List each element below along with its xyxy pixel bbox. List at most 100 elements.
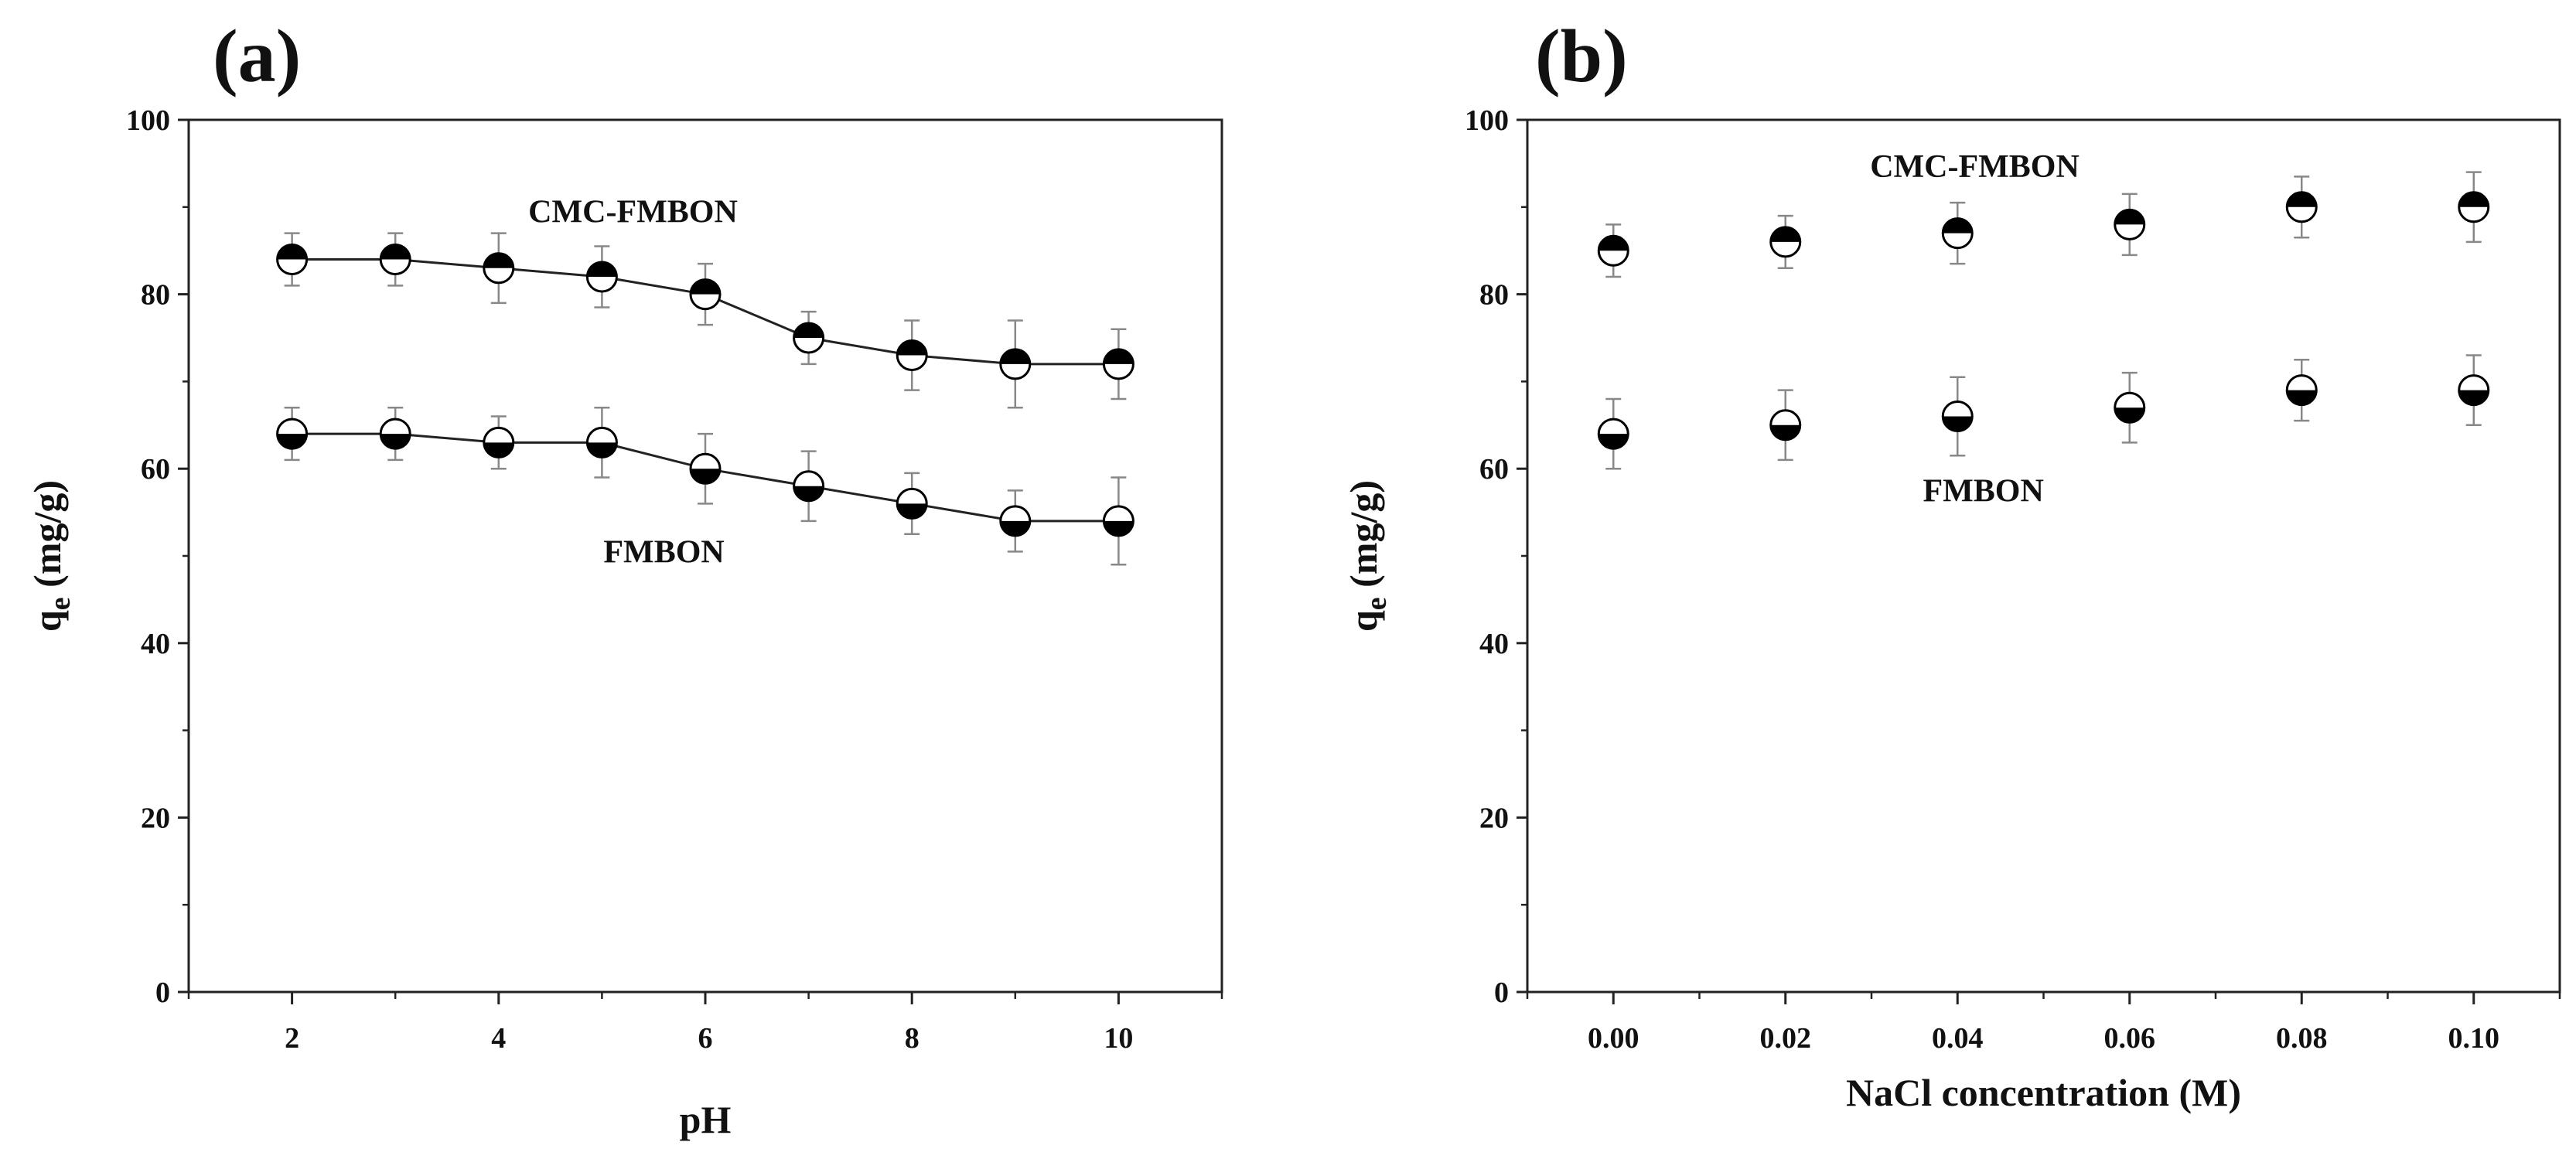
data-point (379, 243, 411, 275)
marker-outline (2458, 191, 2490, 223)
y-tick-label: 20 (141, 802, 170, 834)
marker-outline (793, 470, 825, 503)
series-cmc-fmbon (1597, 171, 2490, 278)
data-point (483, 252, 515, 285)
data-point (585, 261, 618, 293)
marker-half (897, 340, 927, 356)
y-axis-label: qe (mg/g) (26, 480, 77, 632)
x-tick-label: 0.00 (1588, 1022, 1639, 1055)
x-tick-label: 10 (1104, 1022, 1133, 1055)
data-point (1941, 217, 1974, 250)
x-axis-label: NaCl concentration (M) (1846, 1071, 2241, 1114)
data-point (1102, 505, 1134, 537)
marker-half (380, 434, 411, 449)
marker-outline (689, 278, 722, 311)
marker-half (793, 323, 824, 338)
marker-outline (1941, 217, 1974, 250)
x-tick-label: 8 (905, 1022, 920, 1055)
marker-outline (483, 252, 515, 285)
marker-half (1104, 520, 1134, 536)
marker-half (2287, 192, 2317, 207)
x-tick-label: 0.04 (1932, 1022, 1984, 1055)
data-point (1769, 226, 1802, 258)
data-point (2458, 191, 2490, 223)
y-tick-label: 80 (141, 279, 170, 312)
marker-half (2458, 192, 2489, 207)
marker-half (1000, 349, 1030, 364)
chart-panel-a: (a) 0 20 40 60 80 100 2 4 6 8 10 pH qe (mg/g) CMC-FMBO… (26, 15, 1223, 1141)
marker-outline (1102, 348, 1134, 380)
marker-half (1943, 218, 1973, 234)
data-point (896, 487, 928, 520)
plot-frame (1526, 118, 2561, 994)
data-point (689, 452, 722, 485)
marker-outline (276, 418, 309, 450)
marker-half (793, 486, 824, 501)
marker-half (587, 442, 617, 458)
series-fmbon (1597, 354, 2490, 470)
marker-half (1598, 236, 1629, 251)
marker-outline (379, 243, 411, 275)
data-point (483, 426, 515, 458)
x-tick-label: 0.10 (2448, 1022, 2500, 1055)
marker-outline (585, 261, 618, 293)
marker-outline (1769, 409, 1802, 441)
marker-half (483, 442, 513, 458)
marker-outline (999, 505, 1032, 537)
y-tick-label: 100 (126, 104, 170, 137)
data-point (1941, 401, 1974, 433)
marker-half (2114, 407, 2144, 423)
marker-half (897, 503, 927, 519)
marker-outline (2114, 208, 2146, 240)
series-fmbon (276, 406, 1134, 566)
data-point (585, 426, 618, 458)
data-point (2114, 208, 2146, 240)
x-tick-label: 0.08 (2276, 1022, 2328, 1055)
data-point (276, 243, 309, 275)
marker-half (277, 244, 307, 260)
marker-outline (1597, 234, 1629, 267)
data-point (793, 470, 825, 503)
data-point (276, 418, 309, 450)
data-point (999, 348, 1032, 380)
marker-half (2114, 210, 2144, 225)
marker-half (1770, 227, 1800, 242)
data-point (896, 339, 928, 372)
series-annotation: CMC-FMBON (1870, 149, 2080, 185)
series-cmc-fmbon (276, 232, 1134, 409)
chart-panel-b: (b) 0 20 40 60 80 100 0.00 0.02 0.04 0.06 0.08 0.10 N… (1342, 15, 2561, 1114)
marker-outline (1941, 401, 1974, 433)
x-tick-label: 2 (285, 1022, 299, 1055)
marker-half (1598, 434, 1629, 449)
marker-outline (585, 426, 618, 458)
data-point (2285, 191, 2318, 223)
marker-outline (379, 418, 411, 450)
panel-label: (a) (213, 15, 301, 98)
y-tick-label: 0 (155, 977, 170, 1009)
marker-outline (2285, 374, 2318, 407)
data-point (2285, 374, 2318, 407)
marker-half (1104, 349, 1134, 364)
data-point (1597, 418, 1629, 450)
data-point (1769, 409, 1802, 441)
marker-half (1770, 424, 1800, 440)
x-axis-label: pH (680, 1098, 732, 1141)
data-point (689, 278, 722, 311)
y-tick-label: 0 (1494, 977, 1509, 1009)
marker-half (1000, 520, 1030, 536)
marker-half (587, 262, 617, 278)
marker-outline (2114, 391, 2146, 424)
y-tick-label: 80 (1479, 279, 1509, 312)
marker-outline (1769, 226, 1802, 258)
y-tick-label: 20 (1479, 802, 1509, 834)
marker-half (277, 434, 307, 449)
y-axis-label: qe (mg/g) (1342, 480, 1393, 632)
marker-half (380, 244, 411, 260)
x-tick-label: 4 (491, 1022, 506, 1055)
marker-outline (2458, 374, 2490, 407)
y-tick-label: 40 (1479, 628, 1509, 660)
x-tick-label: 0.02 (1760, 1022, 1812, 1055)
y-tick-label: 40 (141, 628, 170, 660)
marker-outline (276, 243, 309, 275)
